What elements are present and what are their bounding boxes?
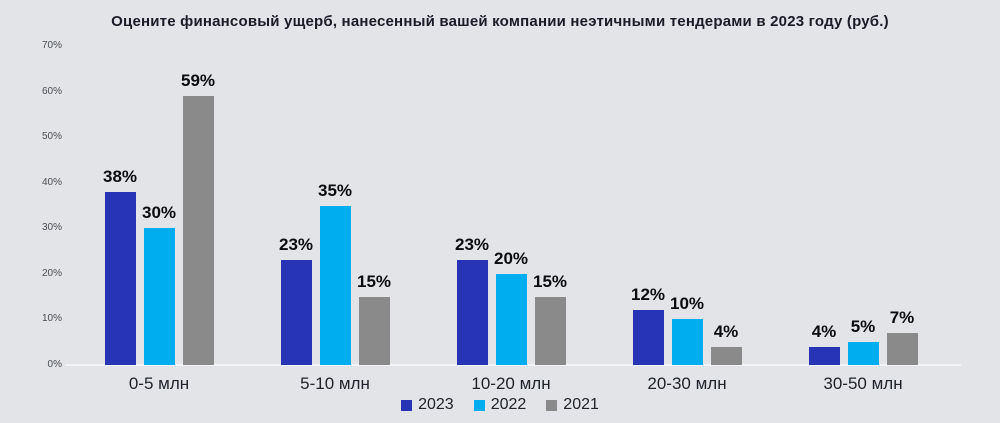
legend-label: 2022 (490, 396, 527, 413)
bar-value-label: 23% (278, 235, 314, 255)
category-label: 10-20 млн (471, 374, 551, 393)
bar-value-label: 38% (102, 166, 138, 186)
bar-2023: 23% (455, 235, 489, 365)
y-tick-label: 70% (41, 40, 62, 51)
category-label: 5-10 млн (300, 374, 370, 393)
legend-item-2023: 2023 (401, 396, 454, 414)
y-tick-label: 60% (41, 85, 62, 97)
bar-group: 12% 10% 4% (599, 46, 775, 365)
bar-2023: 4% (808, 322, 840, 365)
bar-value-label: 15% (532, 271, 568, 291)
bar-2021: 15% (357, 272, 391, 365)
legend-label: 2023 (418, 396, 454, 413)
y-axis: 0% 10% 20% 30% 40% 50% 60% 70% (0, 0, 62, 423)
x-axis-line (65, 364, 961, 366)
legend-item-2021: 2021 (546, 396, 599, 414)
bar-value-label: 23% (454, 235, 490, 255)
bar-value-label: 35% (317, 180, 353, 200)
bar-value-label: 4% (811, 321, 837, 341)
y-tick-label: 10% (41, 313, 62, 325)
bar-group: 23% 20% 15% (423, 46, 599, 365)
bar-value-label: 30% (141, 203, 177, 223)
bar-value-label: 59% (180, 71, 216, 91)
y-tick-label: 50% (41, 131, 62, 143)
bar-group: 23% 35% 15% (247, 46, 423, 365)
bar-2021: 4% (710, 322, 742, 365)
bar-2021: 59% (181, 71, 215, 365)
bar-2023: 23% (279, 235, 313, 365)
bar-value-label: 4% (713, 321, 739, 341)
y-tick-label: 30% (41, 222, 62, 234)
bar-2021: 15% (533, 272, 567, 365)
legend-swatch (473, 399, 485, 411)
bar-value-label: 15% (356, 271, 392, 291)
legend-swatch (401, 399, 413, 411)
y-tick-label: 0% (47, 359, 62, 370)
bar-group: 4% 5% 7% (775, 46, 951, 365)
bar-2022: 10% (670, 294, 704, 365)
category-label: 30-50 млн (823, 374, 903, 393)
legend-item-2022: 2022 (473, 396, 527, 414)
bar-value-label: 10% (669, 294, 705, 314)
y-tick-label: 20% (41, 267, 62, 279)
plot-area: 38% 30% 59% 0-5 млн 23% 35% 15% 5-10 млн 23% 20% 1… (65, 46, 961, 393)
bar-2021: 7% (886, 308, 918, 365)
bar-2022: 30% (142, 203, 176, 365)
bar-2023: 38% (103, 167, 137, 365)
chart-title: Оцените финансовый ущерб, нанесенный ваш… (111, 13, 889, 30)
y-tick-label: 40% (41, 176, 62, 188)
bar-value-label: 7% (889, 308, 915, 328)
bar-value-label: 5% (850, 317, 876, 337)
legend: 2023 2022 2021 (0, 396, 1000, 414)
bar-2022: 35% (318, 181, 352, 365)
category-label: 0-5 млн (128, 374, 190, 393)
bar-group: 38% 30% 59% (71, 46, 247, 365)
bar-2023: 12% (631, 285, 665, 365)
legend-swatch (546, 399, 558, 411)
legend-label: 2021 (563, 396, 599, 413)
bar-2022: 20% (494, 249, 528, 365)
bar-value-label: 20% (493, 248, 529, 268)
bar-2022: 5% (847, 317, 879, 365)
category-label: 20-30 млн (647, 374, 727, 393)
bar-value-label: 12% (630, 285, 666, 305)
